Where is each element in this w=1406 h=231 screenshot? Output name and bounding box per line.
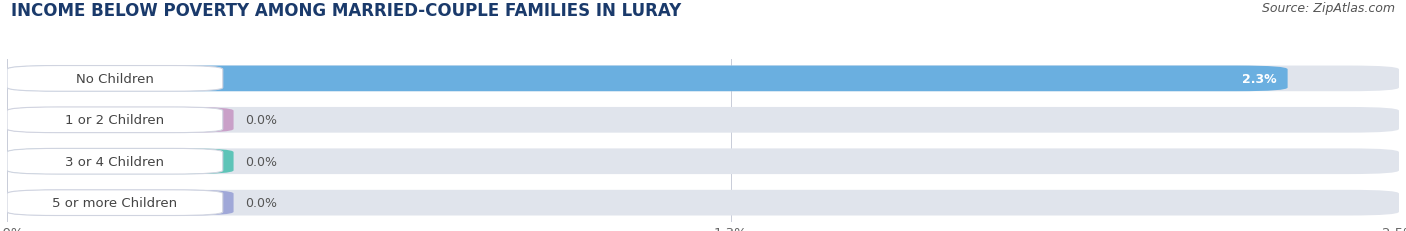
- Text: 1 or 2 Children: 1 or 2 Children: [65, 114, 165, 127]
- Text: 0.0%: 0.0%: [245, 114, 277, 127]
- FancyBboxPatch shape: [7, 190, 1399, 216]
- Text: 5 or more Children: 5 or more Children: [52, 196, 177, 209]
- FancyBboxPatch shape: [7, 107, 1399, 133]
- FancyBboxPatch shape: [7, 149, 233, 174]
- FancyBboxPatch shape: [7, 66, 1399, 92]
- FancyBboxPatch shape: [7, 66, 222, 92]
- Text: 2.3%: 2.3%: [1241, 73, 1277, 85]
- FancyBboxPatch shape: [7, 66, 1288, 92]
- Text: No Children: No Children: [76, 73, 153, 85]
- Text: 0.0%: 0.0%: [245, 155, 277, 168]
- FancyBboxPatch shape: [7, 107, 233, 133]
- FancyBboxPatch shape: [7, 149, 222, 174]
- Text: Source: ZipAtlas.com: Source: ZipAtlas.com: [1261, 2, 1395, 15]
- Text: 3 or 4 Children: 3 or 4 Children: [66, 155, 165, 168]
- Text: INCOME BELOW POVERTY AMONG MARRIED-COUPLE FAMILIES IN LURAY: INCOME BELOW POVERTY AMONG MARRIED-COUPL…: [11, 2, 682, 20]
- FancyBboxPatch shape: [7, 190, 222, 216]
- FancyBboxPatch shape: [7, 149, 1399, 174]
- Text: 0.0%: 0.0%: [245, 196, 277, 209]
- FancyBboxPatch shape: [7, 107, 222, 133]
- FancyBboxPatch shape: [7, 190, 233, 216]
